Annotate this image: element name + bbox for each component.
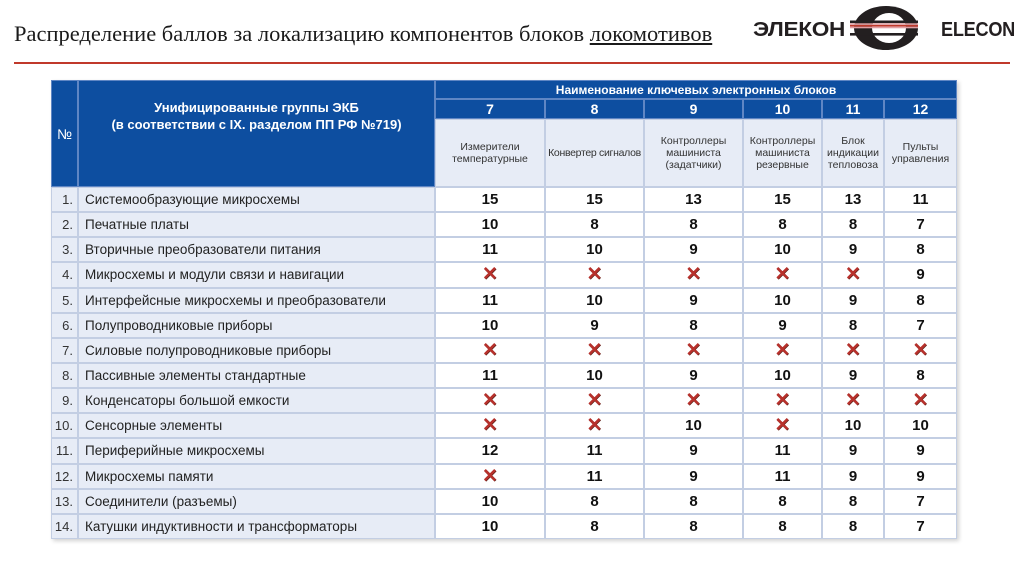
svg-text:ЭЛЕКОН: ЭЛЕКОН (753, 19, 845, 41)
svg-text:ELECON: ELECON (941, 19, 1015, 41)
